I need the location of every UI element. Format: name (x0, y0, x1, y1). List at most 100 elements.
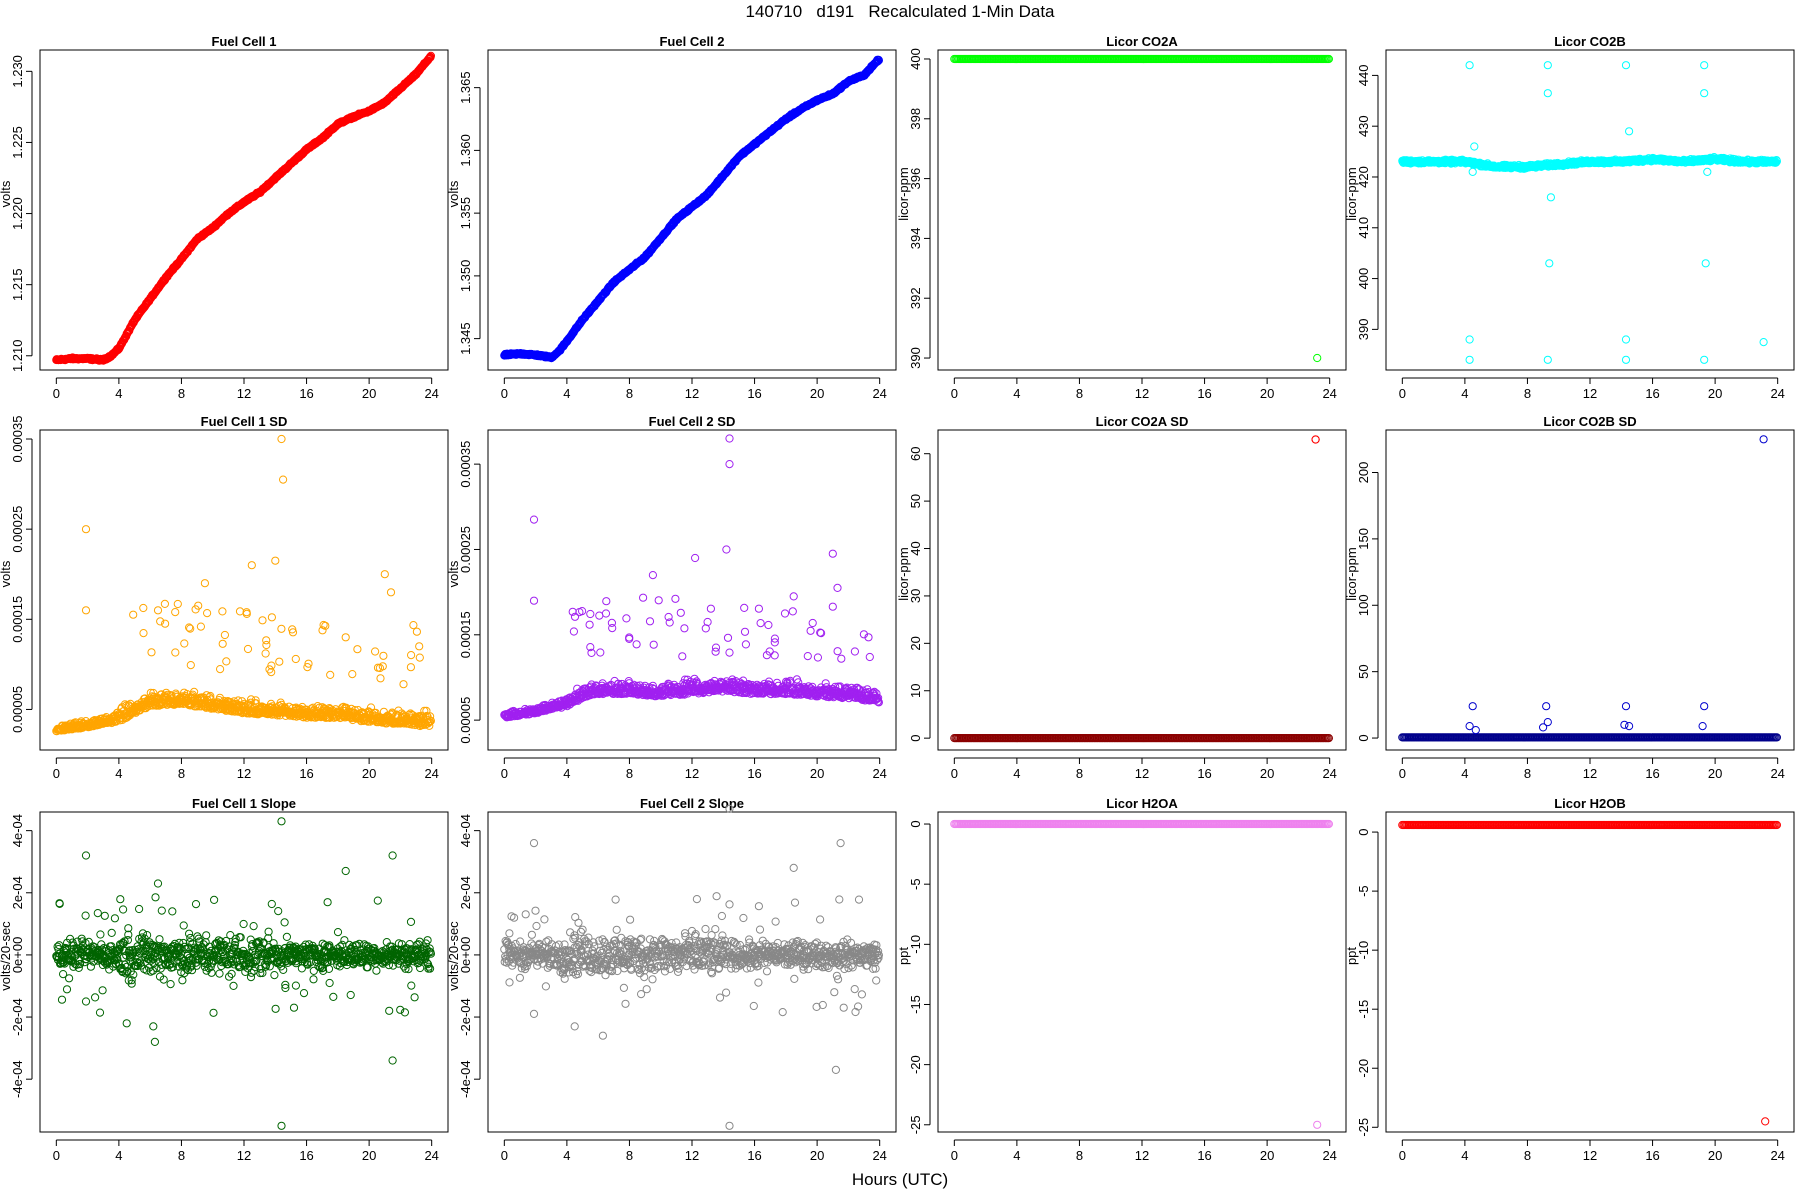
data-point (171, 608, 180, 617)
x-tick-label: 4 (563, 766, 570, 781)
x-tick-label: 12 (1135, 386, 1149, 401)
y-tick-label: 0.00005 (458, 697, 473, 744)
x-tick-label: 4 (115, 386, 122, 401)
x-tick-label: 12 (685, 386, 699, 401)
data-point (258, 616, 267, 625)
y-tick-label: 0.00025 (10, 506, 25, 553)
y-tick-label: 400 (1356, 268, 1371, 290)
y-tick-label: 1.210 (10, 340, 25, 373)
data-point (216, 665, 225, 674)
x-tick-label: 12 (237, 386, 251, 401)
data-point (415, 653, 424, 662)
x-axis: 0 4 8 12 16 20 24 (501, 377, 887, 401)
x-tick-label: 16 (299, 766, 313, 781)
x-tick-label: 0 (53, 766, 60, 781)
y-tick-label: 390 (908, 347, 923, 369)
x-axis: 0 4 8 12 16 20 24 (53, 757, 439, 781)
outlier-point (1621, 61, 1631, 70)
data-point (275, 657, 284, 666)
outlier-point (277, 434, 286, 444)
outlier-point (415, 642, 424, 651)
x-tick-label: 24 (872, 766, 886, 781)
outlier-point (1621, 335, 1631, 344)
outlier-point (1700, 61, 1709, 70)
data-point (412, 627, 421, 636)
data-points (500, 55, 884, 363)
y-tick-label: 1.355 (458, 197, 473, 230)
panel-fc1: Fuel Cell 10 4 8 12 16 20 241.2101.2151.2201.2… (0, 34, 449, 401)
panel-fc2: Fuel Cell 20 4 8 12 16 20 241.3451.3501.3551.3… (446, 34, 897, 401)
plot-frame (487, 49, 897, 371)
x-tick-label: 4 (115, 766, 122, 781)
outlier-point (1465, 61, 1474, 70)
data-point (139, 603, 148, 613)
x-tick-label: 20 (362, 386, 376, 401)
data-point (147, 648, 156, 657)
y-axis-label: licor-ppm (1344, 167, 1359, 220)
outlier-point (1759, 338, 1768, 347)
outlier-point (1465, 355, 1474, 364)
data-points (500, 434, 884, 722)
x-tick-label: 20 (1260, 386, 1274, 401)
data-points (1398, 61, 1782, 364)
outlier-point (81, 525, 91, 534)
x-tick-label: 20 (362, 766, 376, 781)
outlier-point (153, 606, 163, 615)
x-tick-label: 8 (178, 386, 185, 401)
outlier-point (341, 633, 350, 642)
x-tick-label: 20 (1708, 386, 1722, 401)
y-tick-label: 430 (1356, 115, 1371, 137)
y-tick-label: 390 (1356, 319, 1371, 341)
data-points (52, 51, 435, 365)
outlier-point (271, 556, 280, 565)
x-tick-label: 24 (1770, 386, 1784, 401)
x-tick-label: 16 (747, 386, 761, 401)
y-tick-label: 0.00035 (10, 416, 25, 463)
data-points (52, 434, 435, 736)
x-tick-label: 0 (951, 386, 958, 401)
data-point (222, 657, 231, 666)
outlier-point (1700, 355, 1709, 364)
y-axis-label: volts (446, 180, 461, 207)
x-tick-label: 24 (424, 386, 438, 401)
x-tick-label: 20 (810, 386, 824, 401)
outlier-point (1546, 193, 1556, 202)
outlier-point (1465, 335, 1474, 344)
y-tick-label: 1.215 (10, 268, 25, 301)
data-point (262, 640, 271, 650)
x-axis: 0 4 8 12 16 20 24 (951, 377, 1337, 401)
data-point (129, 610, 138, 619)
y-axis-label: volts (446, 560, 461, 587)
x-tick-label: 8 (626, 386, 633, 401)
outlier-point (380, 570, 389, 579)
data-point (243, 644, 253, 654)
panel-title: Fuel Cell 1 (211, 34, 276, 49)
y-axis-label: licor-ppm (896, 167, 911, 220)
data-point (326, 670, 335, 680)
x-axis: 0 4 8 12 16 20 24 (53, 377, 439, 401)
data-point (139, 629, 148, 638)
x-tick-label: 8 (626, 766, 633, 781)
panel-title: Fuel Cell 2 (659, 34, 724, 49)
x-tick-label: 24 (1322, 386, 1336, 401)
x-tick-label: 4 (1013, 386, 1020, 401)
outlier-point (1700, 89, 1709, 98)
data-point (406, 663, 415, 672)
data-point (218, 639, 227, 648)
outlier-point (1701, 259, 1710, 268)
y-tick-label: 0.00015 (10, 596, 25, 643)
data-point (218, 607, 227, 616)
panel-title: Fuel Cell 1 SD (201, 414, 288, 429)
y-tick-label: 1.345 (458, 322, 473, 355)
outlier-point (81, 606, 91, 615)
x-tick-label: 20 (810, 766, 824, 781)
y-tick-label: 394 (908, 228, 923, 250)
outlier-point (247, 561, 256, 570)
x-tick-label: 16 (299, 386, 313, 401)
